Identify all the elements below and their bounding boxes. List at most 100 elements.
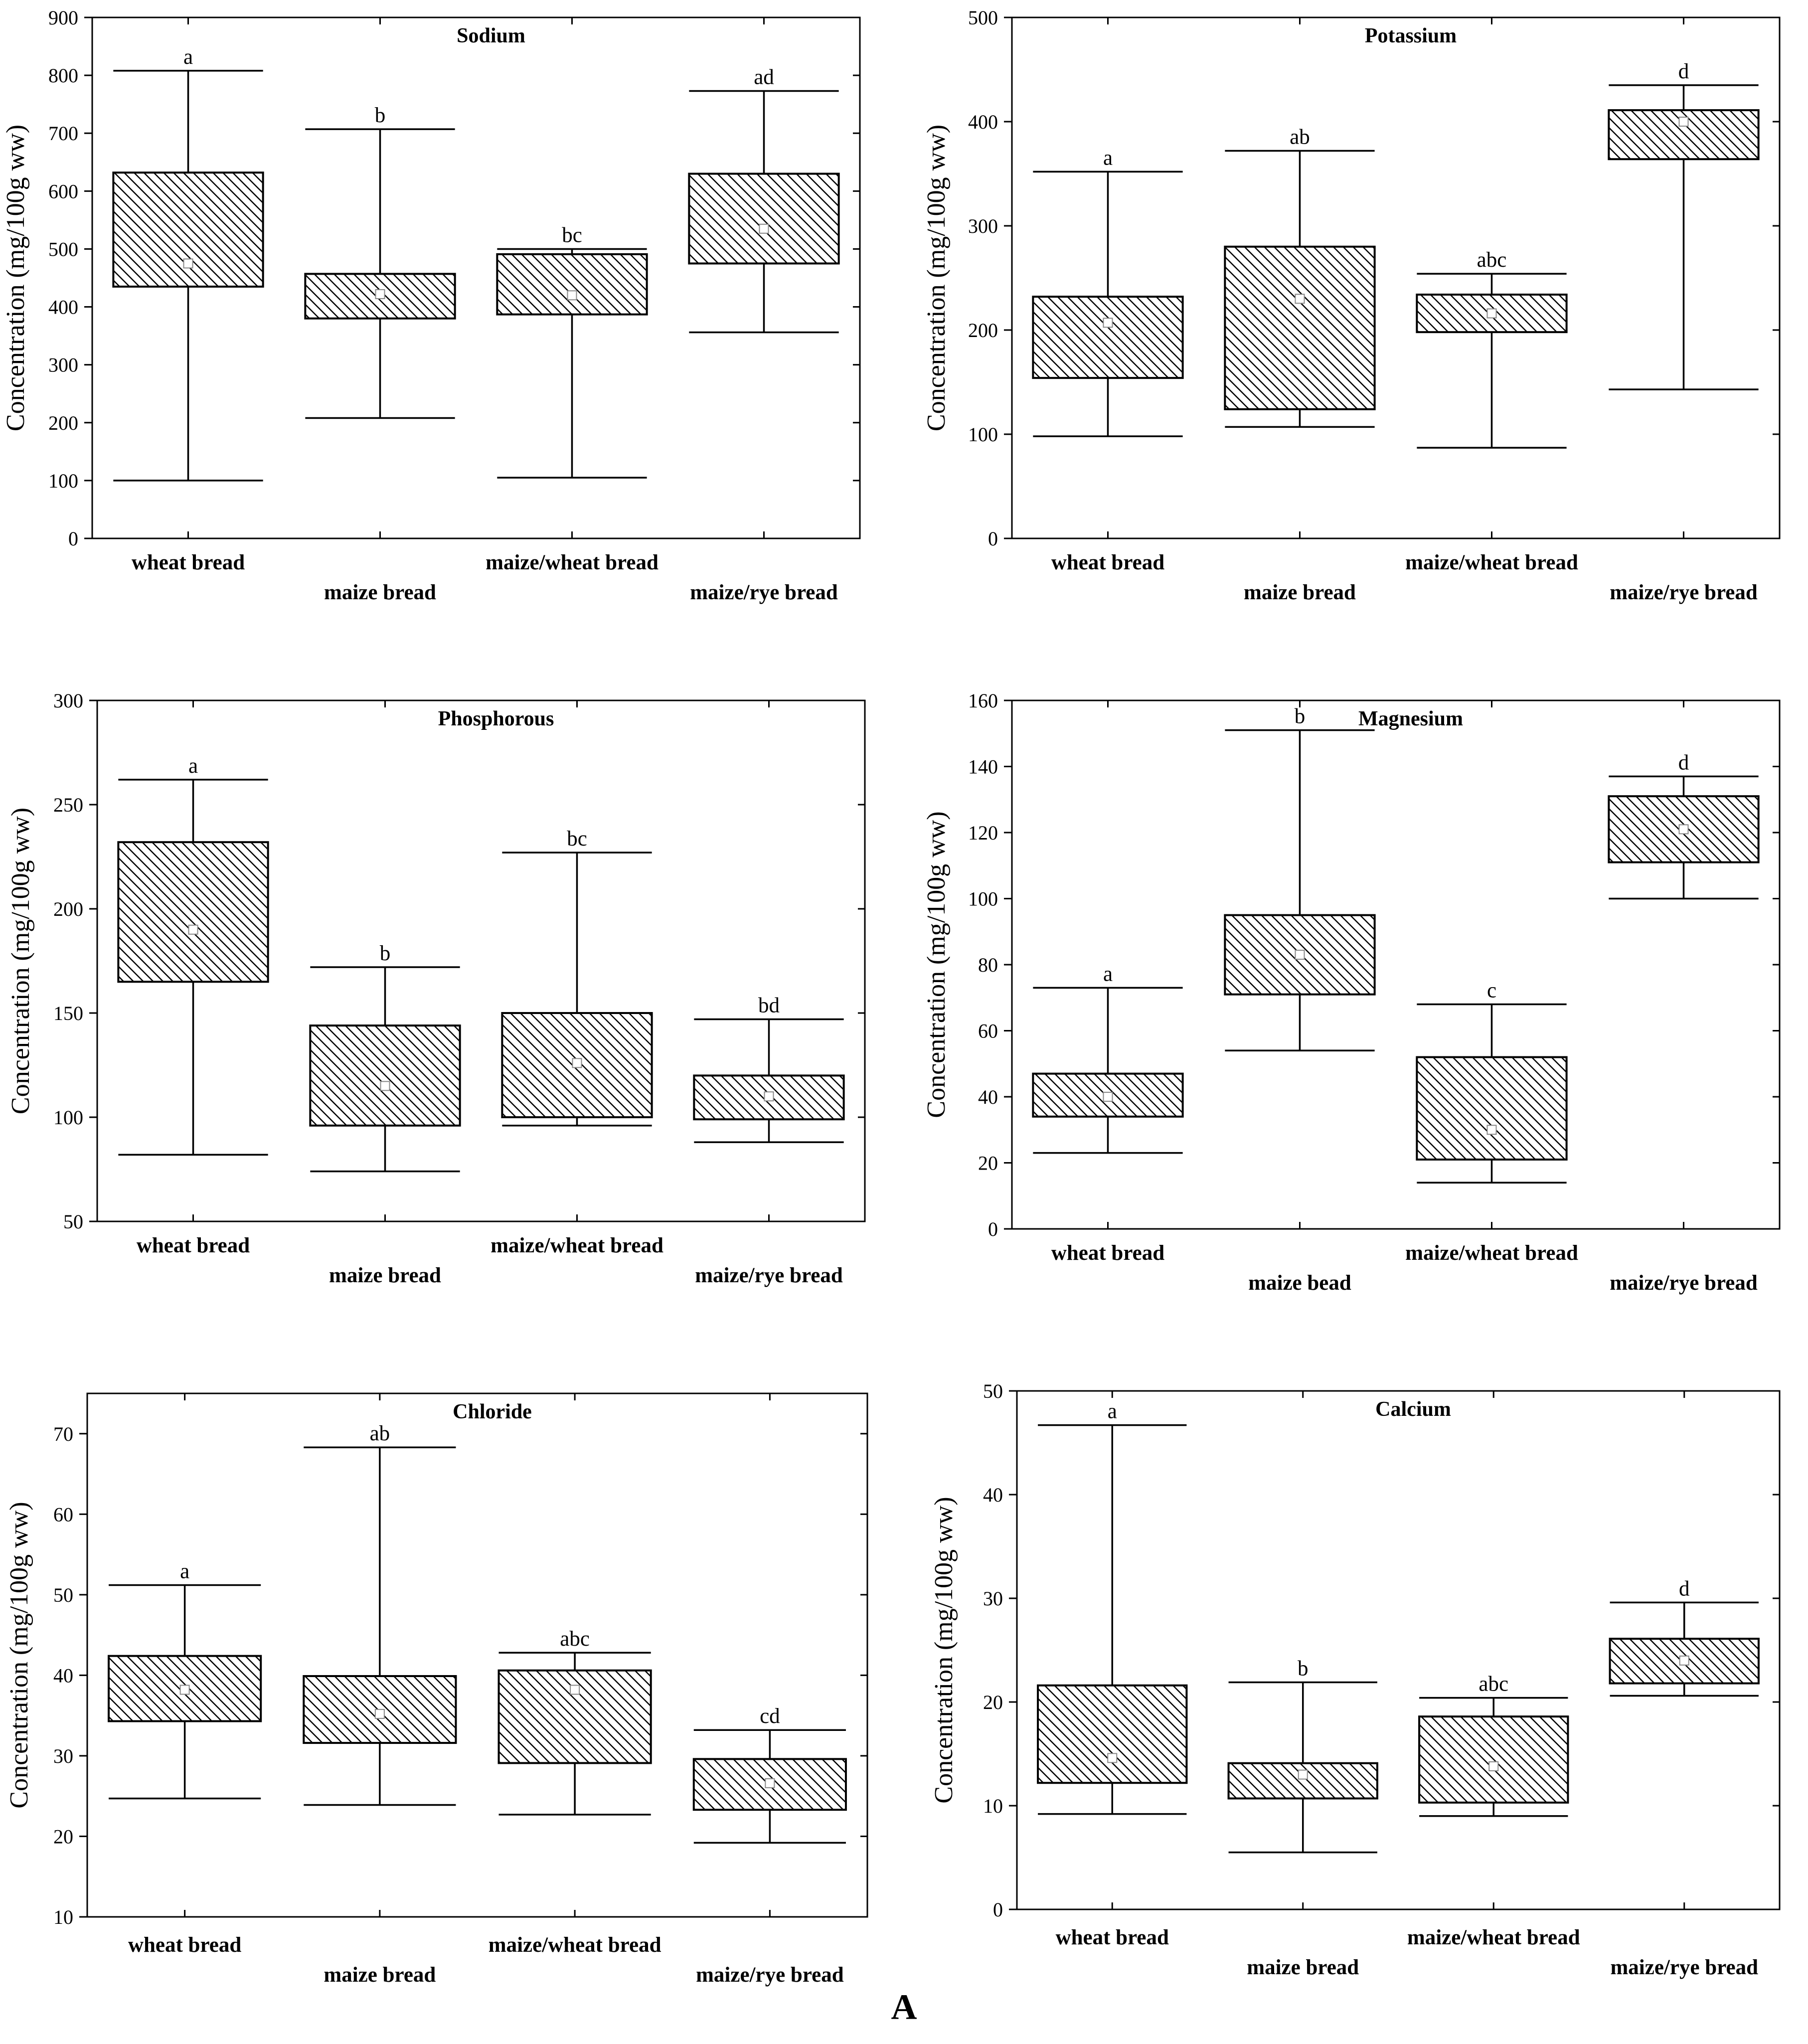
- y-tick-label: 400: [968, 111, 998, 133]
- box-maize-wheat-bread: abc maize/wheat bread: [1405, 17, 1578, 574]
- box-maize-bead: b maize bead: [1224, 700, 1376, 1295]
- box-iqr: [496, 253, 648, 316]
- y-tick-label: 100: [53, 1106, 83, 1129]
- median-marker: [375, 289, 385, 300]
- y-tick-label: 10: [53, 1906, 73, 1928]
- median-marker: [1486, 308, 1497, 319]
- box-wheat-bread: a wheat bread: [1037, 1391, 1188, 1949]
- category-label: maize/wheat bread: [1407, 1926, 1580, 1949]
- box-maize-bread: ab maize bread: [1224, 17, 1376, 604]
- box-maize-wheat-bread: bc maize/wheat bread: [491, 700, 663, 1257]
- y-tick-label: 20: [983, 1691, 1003, 1713]
- chart-panel-chloride: 10 20 30 40 50 60 70 Concentration (mg/100g ww)…: [5, 1392, 868, 1987]
- category-label: maize/rye bread: [1610, 1271, 1758, 1295]
- y-tick-label: 0: [993, 1898, 1003, 1921]
- category-label: wheat bread: [128, 1933, 241, 1957]
- box-iqr: [1037, 1684, 1188, 1784]
- box-maize-rye-bread: d maize/rye bread: [1609, 1391, 1760, 1979]
- significance-letter: abc: [560, 1627, 590, 1651]
- median-marker: [1107, 1753, 1118, 1763]
- significance-letter: b: [375, 104, 386, 127]
- chart-panel-potassium: 0 100 200 300 400 500 Concentration (mg/100g w…: [922, 6, 1781, 604]
- chart-panel-magnesium: 0 20 40 60 80 100 120 140 160 Concentration (mg/1…: [922, 689, 1781, 1295]
- y-tick-label: 100: [968, 888, 998, 910]
- y-tick-label: 600: [48, 180, 78, 202]
- chart-title: Sodium: [457, 24, 525, 47]
- median-marker: [567, 290, 577, 301]
- median-marker: [1679, 1655, 1689, 1666]
- category-label: maize/wheat bread: [486, 551, 658, 574]
- box-wheat-bread: a wheat bread: [1032, 17, 1184, 574]
- y-tick-label: 0: [988, 527, 998, 550]
- category-label: wheat bread: [1056, 1926, 1169, 1949]
- median-marker: [374, 1708, 385, 1719]
- box-maize-bread: b maize bread: [309, 700, 461, 1287]
- significance-letter: a: [1108, 1400, 1117, 1423]
- significance-letter: a: [188, 754, 198, 778]
- significance-letter: abc: [1479, 1673, 1508, 1696]
- y-axis-label: Concentration (mg/100g ww): [930, 1497, 958, 1803]
- box-wheat-bread: a wheat bread: [1032, 700, 1184, 1265]
- y-tick-label: 40: [983, 1484, 1003, 1506]
- significance-letter: b: [380, 942, 391, 965]
- y-tick-label: 20: [978, 1152, 998, 1175]
- box-iqr: [1418, 1715, 1569, 1804]
- median-marker: [570, 1685, 580, 1695]
- chart-panel-phosphorous: 50 100 150 200 250 300 Concentration (mg/100g …: [6, 689, 866, 1287]
- y-axis-label: Concentration (mg/100g ww): [5, 1502, 33, 1808]
- box-iqr: [1227, 1762, 1378, 1800]
- category-label: wheat bread: [1051, 551, 1164, 574]
- y-tick-label: 50: [983, 1380, 1003, 1402]
- y-tick-label: 300: [48, 354, 78, 376]
- median-marker: [380, 1081, 390, 1091]
- category-label: maize/wheat bread: [491, 1234, 663, 1257]
- category-label: maize/rye bread: [696, 1963, 844, 1987]
- significance-letter: ab: [370, 1422, 390, 1445]
- y-axis-label: Concentration (mg/100g ww): [1, 125, 30, 431]
- y-tick-label: 30: [53, 1745, 73, 1767]
- significance-letter: bd: [758, 994, 780, 1018]
- significance-letter: bc: [567, 827, 587, 851]
- y-tick-label: 400: [48, 296, 78, 319]
- y-tick-label: 800: [48, 64, 78, 87]
- y-tick-label: 150: [53, 1002, 83, 1024]
- category-label: wheat bread: [1051, 1241, 1164, 1265]
- median-marker: [179, 1685, 190, 1695]
- y-axis-label: Concentration (mg/100g ww): [922, 811, 951, 1118]
- y-tick-label: 160: [968, 689, 998, 712]
- chart-title: Potassium: [1365, 24, 1457, 47]
- significance-letter: a: [1103, 962, 1113, 986]
- y-tick-label: 50: [63, 1210, 83, 1233]
- category-label: maize/rye bread: [695, 1264, 843, 1287]
- category-label: maize bead: [1248, 1271, 1351, 1295]
- box-iqr: [117, 841, 269, 983]
- box-maize-rye-bread: d maize/rye bread: [1608, 17, 1760, 604]
- y-tick-label: 0: [68, 527, 78, 550]
- box-maize-rye-bread: cd maize/rye bread: [692, 1393, 847, 1987]
- box-iqr: [112, 171, 264, 288]
- category-label: maize bread: [324, 581, 436, 604]
- box-maize-rye-bread: d maize/rye bread: [1608, 700, 1760, 1295]
- category-label: maize/wheat bread: [1405, 1241, 1578, 1265]
- box-iqr: [1224, 245, 1376, 410]
- chart-title: Chloride: [453, 1400, 532, 1423]
- y-tick-label: 60: [978, 1020, 998, 1042]
- category-label: maize bread: [1244, 581, 1356, 604]
- significance-letter: a: [180, 1559, 189, 1583]
- y-tick-label: 140: [968, 756, 998, 778]
- y-tick-label: 20: [53, 1825, 73, 1848]
- category-label: maize bread: [1247, 1956, 1359, 1979]
- median-marker: [1295, 950, 1305, 960]
- median-marker: [183, 258, 193, 269]
- category-label: maize/wheat bread: [1405, 551, 1578, 574]
- box-maize-rye-bread: bd maize/rye bread: [693, 700, 845, 1287]
- y-tick-label: 120: [968, 822, 998, 844]
- significance-letter: abc: [1477, 248, 1507, 272]
- y-tick-label: 200: [48, 412, 78, 434]
- plot-frame: [1011, 16, 1781, 539]
- category-label: maize/rye bread: [690, 581, 838, 604]
- y-tick-label: 30: [983, 1587, 1003, 1610]
- chart-title: Phosphorous: [438, 707, 554, 730]
- category-label: maize/rye bread: [1610, 581, 1758, 604]
- chart-panel-sodium: 0 100 200 300 400 500 600 700 800 900 Concentratio…: [1, 6, 861, 604]
